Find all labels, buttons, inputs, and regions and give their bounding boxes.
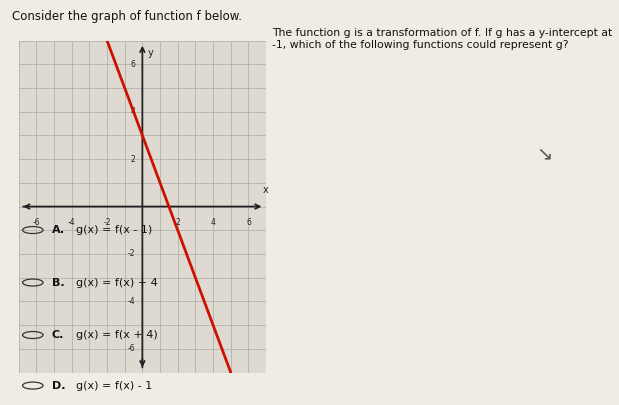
Text: -6: -6 — [128, 344, 136, 354]
Text: ↘: ↘ — [537, 145, 553, 163]
Text: 2: 2 — [175, 218, 180, 228]
Text: y: y — [148, 48, 154, 58]
Text: -6: -6 — [32, 218, 40, 228]
Text: C.: C. — [51, 330, 64, 340]
Text: -2: -2 — [128, 249, 136, 258]
Text: g(x) = f(x) - 1: g(x) = f(x) - 1 — [76, 381, 152, 390]
Text: B.: B. — [51, 277, 64, 288]
Text: 2: 2 — [131, 155, 136, 164]
Text: D.: D. — [51, 381, 65, 390]
Text: -4: -4 — [68, 218, 76, 228]
Text: The function g is a transformation of f. If g has a y-intercept at -1, which of : The function g is a transformation of f.… — [272, 28, 613, 50]
Text: -2: -2 — [103, 218, 111, 228]
Text: -4: -4 — [128, 297, 136, 306]
Text: Consider the graph of function f below.: Consider the graph of function f below. — [12, 10, 243, 23]
Text: 4: 4 — [131, 107, 136, 116]
Text: 6: 6 — [131, 60, 136, 69]
Text: g(x) = f(x) + 4: g(x) = f(x) + 4 — [76, 277, 157, 288]
Text: A.: A. — [51, 225, 65, 235]
Text: 4: 4 — [210, 218, 215, 228]
Text: x: x — [262, 185, 269, 195]
Text: 6: 6 — [246, 218, 251, 228]
Text: g(x) = f(x + 4): g(x) = f(x + 4) — [76, 330, 157, 340]
Text: g(x) = f(x - 1): g(x) = f(x - 1) — [76, 225, 152, 235]
